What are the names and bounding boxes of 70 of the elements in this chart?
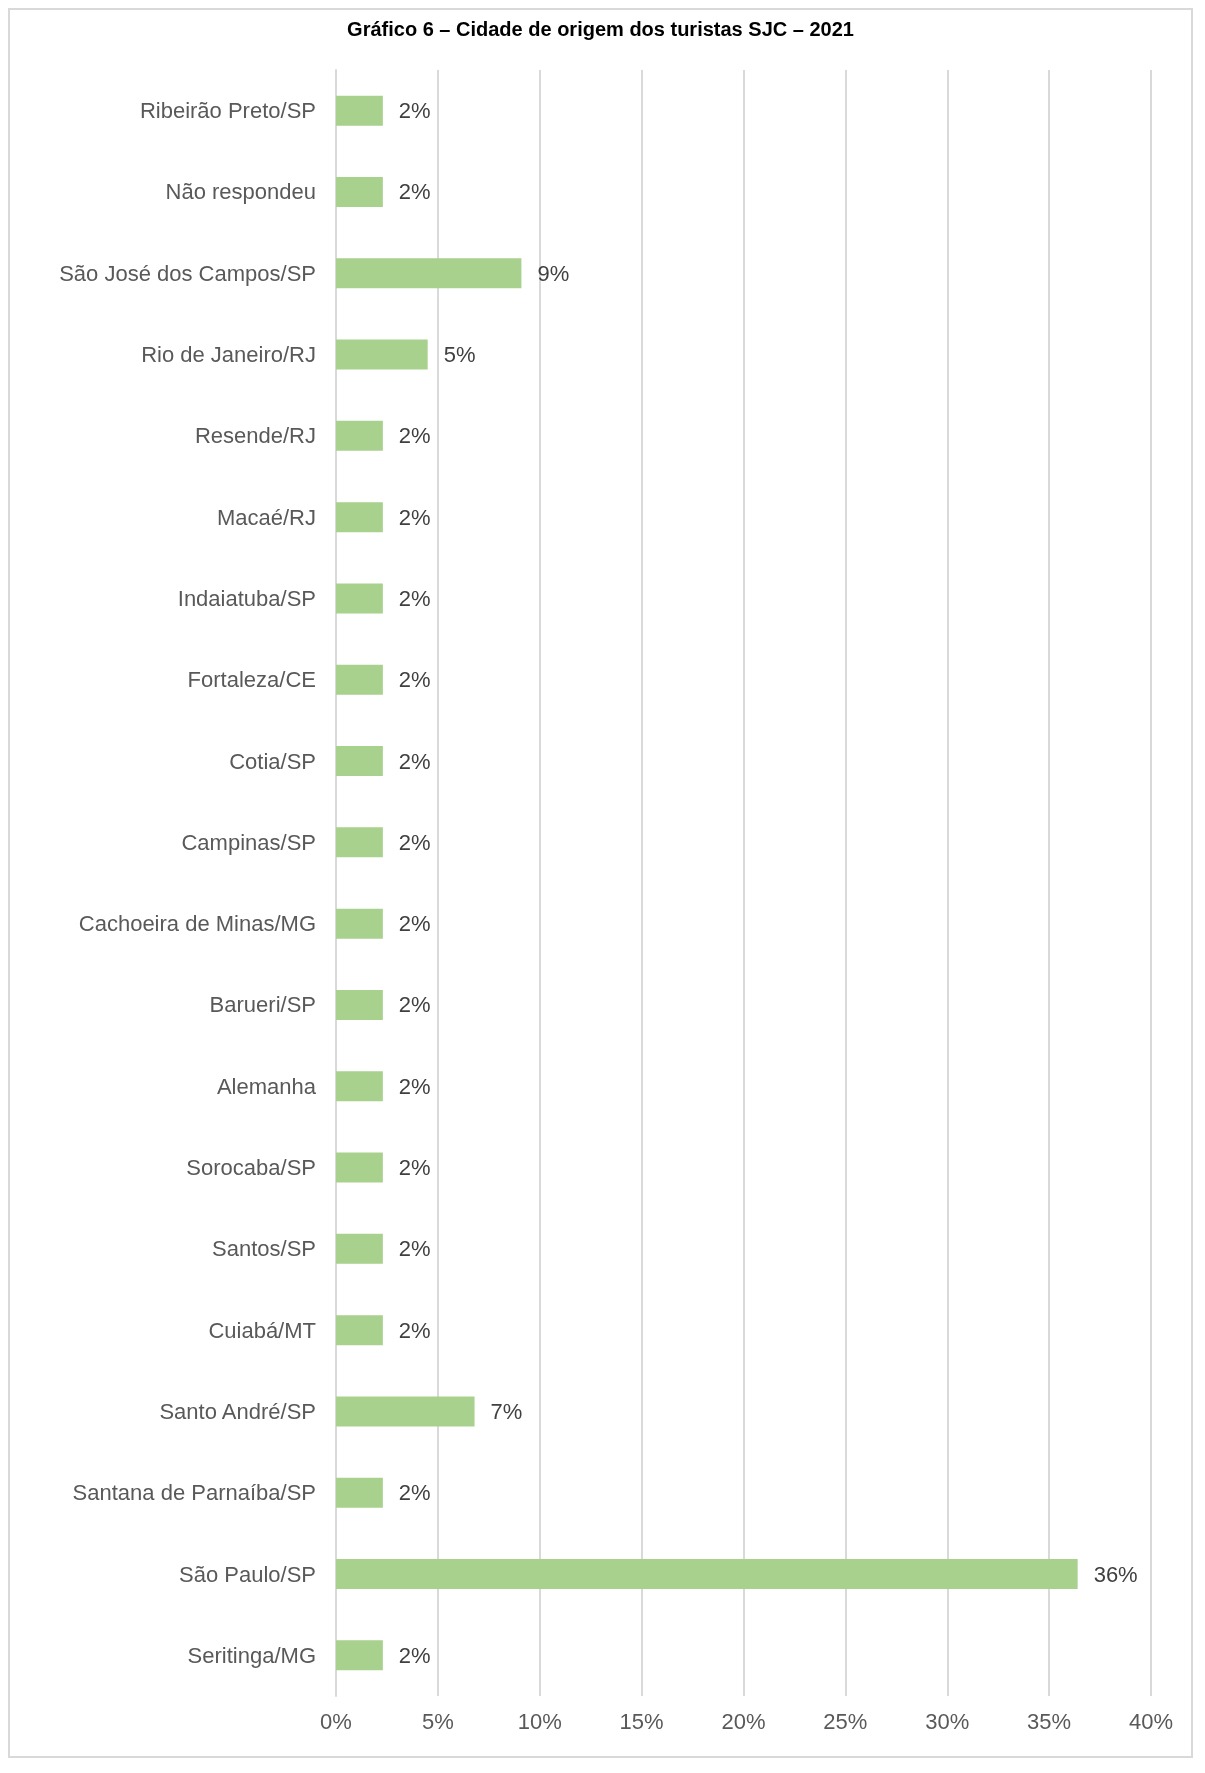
bar <box>336 95 383 126</box>
y-tick-label: Fortaleza/CE <box>187 667 316 693</box>
bar <box>336 1559 1078 1590</box>
x-tick-label: 30% <box>925 1708 970 1734</box>
data-label: 2% <box>398 748 431 774</box>
y-tick-label: São Paulo/SP <box>179 1561 316 1587</box>
bar <box>336 908 383 939</box>
data-label: 2% <box>398 1155 431 1181</box>
y-tick-label: Indaiatuba/SP <box>177 585 316 611</box>
x-tick-label: 0% <box>320 1708 352 1734</box>
data-label: 2% <box>398 667 431 693</box>
bar <box>336 1477 383 1508</box>
bar <box>336 1315 383 1346</box>
y-tick-label: Seritinga/MG <box>187 1642 316 1668</box>
data-label: 2% <box>398 1480 431 1506</box>
bar <box>336 258 522 289</box>
y-tick-label: Macaé/RJ <box>216 504 316 530</box>
x-tick-label: 35% <box>1027 1708 1072 1734</box>
bar <box>336 339 428 370</box>
bar <box>336 1071 383 1102</box>
y-tick-label: Santana de Parnaíba/SP <box>72 1480 316 1506</box>
y-tick-label: Cachoeira de Minas/MG <box>78 911 316 937</box>
bar <box>336 664 383 695</box>
chart-title: Gráfico 6 – Cidade de origem dos turistas SJC – 2021 <box>347 18 854 40</box>
data-label: 5% <box>443 342 476 368</box>
x-tick-label: 20% <box>721 1708 766 1734</box>
y-tick-label: Cotia/SP <box>229 748 316 774</box>
bar <box>336 420 383 451</box>
data-label: 9% <box>537 260 570 286</box>
x-tick-label: 25% <box>823 1708 868 1734</box>
x-tick-label: 10% <box>517 1708 562 1734</box>
bar <box>336 1233 383 1264</box>
data-label: 2% <box>398 1073 431 1099</box>
bar <box>336 827 383 858</box>
data-label: 7% <box>490 1398 523 1424</box>
bar <box>336 583 383 614</box>
y-tick-label: Alemanha <box>216 1073 317 1099</box>
data-label: 2% <box>398 1642 431 1668</box>
data-label: 2% <box>398 504 431 530</box>
bar <box>336 1640 383 1671</box>
data-label: 2% <box>398 1236 431 1262</box>
y-tick-label: Barueri/SP <box>209 992 316 1018</box>
y-tick-label: Rio de Janeiro/RJ <box>141 342 316 368</box>
data-label: 2% <box>398 585 431 611</box>
x-tick-label: 40% <box>1128 1708 1174 1734</box>
y-tick-label: Não respondeu <box>165 179 316 205</box>
bar <box>336 1152 383 1183</box>
x-tick-label: 15% <box>619 1708 664 1734</box>
data-label: 2% <box>398 829 431 855</box>
data-label: 2% <box>398 98 431 124</box>
data-label: 2% <box>398 423 431 449</box>
y-tick-label: Santos/SP <box>212 1236 316 1262</box>
bar <box>336 746 383 777</box>
bar <box>336 1396 475 1427</box>
y-tick-label: Sorocaba/SP <box>186 1155 316 1181</box>
y-tick-label: Cuiabá/MT <box>208 1317 316 1343</box>
data-label: 2% <box>398 992 431 1018</box>
x-tick-label: 5% <box>421 1708 454 1734</box>
y-tick-label: São José dos Campos/SP <box>59 260 316 286</box>
data-label: 2% <box>398 179 431 205</box>
y-tick-label: Ribeirão Preto/SP <box>139 98 316 124</box>
bar <box>336 176 383 207</box>
data-label: 2% <box>398 911 431 937</box>
y-tick-label: Santo André/SP <box>159 1398 316 1424</box>
data-label: 36% <box>1093 1561 1138 1587</box>
y-tick-label: Resende/RJ <box>194 423 316 449</box>
data-label: 2% <box>398 1317 431 1343</box>
bar <box>336 989 383 1020</box>
y-tick-label: Campinas/SP <box>181 829 316 855</box>
bar <box>336 502 383 533</box>
